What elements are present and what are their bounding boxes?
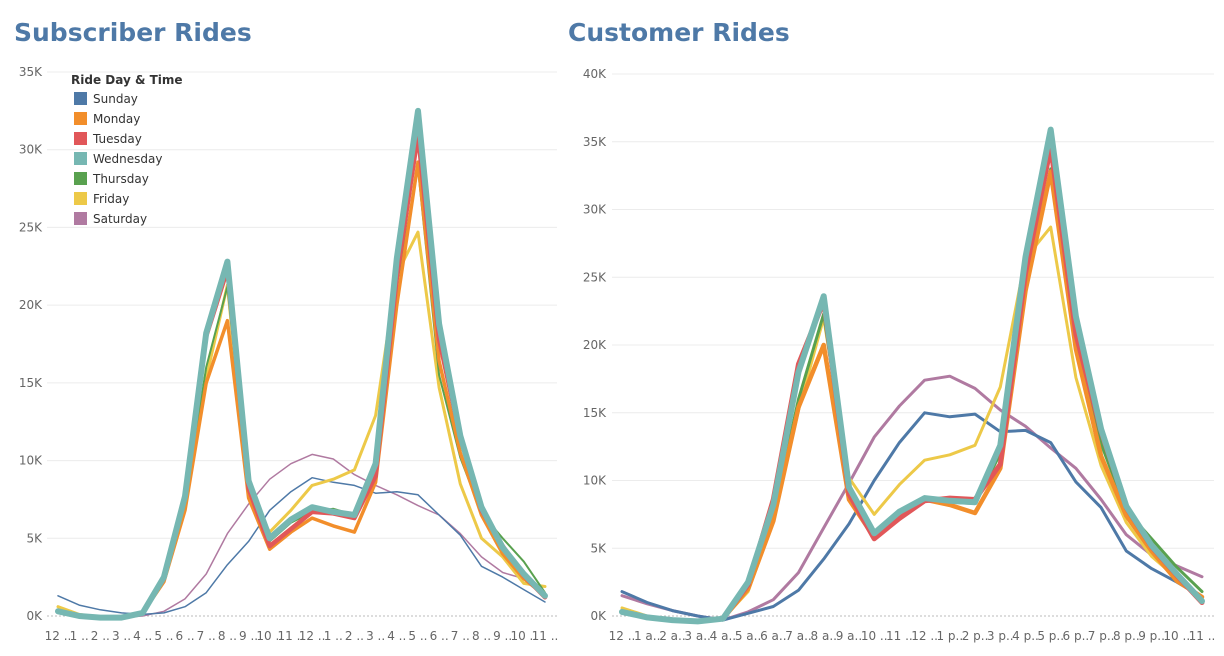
x-tick-label: 6 .. xyxy=(176,629,195,643)
x-tick-label: 11 .. xyxy=(886,629,913,643)
y-tick-label: 5K xyxy=(590,541,607,555)
series-line-monday[interactable] xyxy=(619,169,1205,624)
series-line-tuesday[interactable] xyxy=(55,131,548,620)
x-tick-label: 1 .. xyxy=(324,629,343,643)
x-tick-label: 1 a.. xyxy=(634,629,660,643)
x-tick-label: 4 .. xyxy=(387,629,406,643)
x-tick-label: 3 .. xyxy=(112,629,131,643)
y-tick-label: 35K xyxy=(19,65,43,79)
x-tick-label: 9 a.. xyxy=(836,629,862,643)
y-tick-label: 10K xyxy=(19,454,43,468)
series-line-tuesday[interactable] xyxy=(619,144,1205,624)
x-tick-label: 10 .. xyxy=(256,629,283,643)
legend-swatch-sunday xyxy=(74,92,87,105)
x-tick-label: 9 .. xyxy=(493,629,512,643)
x-tick-label: 12 .. xyxy=(45,629,72,643)
legend-swatch-thursday xyxy=(74,172,87,185)
x-tick-label: 8 .. xyxy=(472,629,491,643)
x-tick-label: 7 .. xyxy=(197,629,216,643)
legend-label-wednesday: Wednesday xyxy=(93,152,162,166)
y-tick-label: 40K xyxy=(583,67,607,81)
x-tick-label: 6 .. xyxy=(430,629,449,643)
legend-swatch-monday xyxy=(74,112,87,125)
legend-title: Ride Day & Time xyxy=(71,73,183,87)
series-line-wednesday[interactable] xyxy=(55,107,548,621)
legend[interactable]: Ride Day & Time Sunday Monday Tuesday Wedne… xyxy=(71,73,183,226)
x-tick-label: 8 .. xyxy=(218,629,237,643)
x-tick-label: 4 p.. xyxy=(1012,629,1039,643)
y-tick-label: 5K xyxy=(26,531,43,545)
x-tick-label: 4 .. xyxy=(133,629,152,643)
chart-title-customer: Customer Rides xyxy=(568,18,790,47)
legend-label-tuesday: Tuesday xyxy=(92,132,142,146)
y-tick-label: 20K xyxy=(583,338,607,352)
x-tick-label: 2 .. xyxy=(91,629,110,643)
x-tick-label: 5 .. xyxy=(408,629,427,643)
x-tick-label: 11 .. xyxy=(1189,629,1216,643)
x-tick-label: 2 p.. xyxy=(962,629,989,643)
x-tick-label: 5 a.. xyxy=(735,629,761,643)
x-tick-label: 1 .. xyxy=(70,629,89,643)
x-tick-label: 2 .. xyxy=(345,629,364,643)
series-line-wednesday[interactable] xyxy=(619,126,1205,625)
legend-label-friday: Friday xyxy=(93,192,129,206)
x-tick-label: 1 p.. xyxy=(936,629,963,643)
legend-swatch-tuesday xyxy=(74,132,87,145)
chart-title-subscriber: Subscriber Rides xyxy=(14,18,252,47)
x-tick-label: 10 .. xyxy=(1163,629,1190,643)
legend-swatch-friday xyxy=(74,192,87,205)
x-tick-label: 8 a.. xyxy=(811,629,837,643)
x-tick-label: 7 a.. xyxy=(785,629,811,643)
legend-label-saturday: Saturday xyxy=(93,212,147,226)
x-tick-label: 12 .. xyxy=(911,629,938,643)
y-tick-label: 35K xyxy=(583,135,607,149)
x-tick-label: 6 a.. xyxy=(760,629,786,643)
legend-label-sunday: Sunday xyxy=(93,92,138,106)
x-tick-label: 11 .. xyxy=(278,629,305,643)
y-tick-label: 30K xyxy=(583,203,607,217)
x-tick-label: 3 p.. xyxy=(987,629,1014,643)
x-tick-label: 11 .. xyxy=(532,629,559,643)
series-line-monday[interactable] xyxy=(56,160,547,620)
x-tick-label: 5 .. xyxy=(154,629,173,643)
x-tick-label: 7 p.. xyxy=(1088,629,1115,643)
x-tick-label: 3 .. xyxy=(366,629,385,643)
x-tick-label: 9 .. xyxy=(239,629,258,643)
x-tick-label: 9 p.. xyxy=(1138,629,1165,643)
x-tick-label: 10 .. xyxy=(510,629,537,643)
y-tick-label: 25K xyxy=(583,270,607,284)
series-line-friday[interactable] xyxy=(56,230,547,620)
legend-label-monday: Monday xyxy=(93,112,140,126)
legend-swatch-wednesday xyxy=(74,152,87,165)
x-tick-label: 12 .. xyxy=(299,629,326,643)
x-tick-label: 8 p.. xyxy=(1113,629,1140,643)
legend-label-thursday: Thursday xyxy=(92,172,149,186)
x-tick-label: 10 .. xyxy=(861,629,888,643)
x-tick-label: 2 a.. xyxy=(659,629,685,643)
x-tick-label: 6 p.. xyxy=(1063,629,1090,643)
series-line-thursday[interactable] xyxy=(57,167,546,619)
y-tick-label: 25K xyxy=(19,220,43,234)
x-tick-label: 12 .. xyxy=(609,629,636,643)
x-tick-label: 4 a.. xyxy=(710,629,736,643)
x-tick-label: 7 .. xyxy=(451,629,470,643)
y-tick-label: 20K xyxy=(19,298,43,312)
y-tick-label: 15K xyxy=(583,406,607,420)
series-line-friday[interactable] xyxy=(620,225,1204,623)
y-tick-label: 30K xyxy=(19,143,43,157)
y-tick-label: 0K xyxy=(590,609,607,623)
x-tick-label: 5 p.. xyxy=(1037,629,1064,643)
y-tick-label: 15K xyxy=(19,376,43,390)
y-tick-label: 10K xyxy=(583,474,607,488)
x-tick-label: 3 a.. xyxy=(684,629,710,643)
y-tick-label: 0K xyxy=(26,609,43,623)
legend-swatch-saturday xyxy=(74,212,87,225)
